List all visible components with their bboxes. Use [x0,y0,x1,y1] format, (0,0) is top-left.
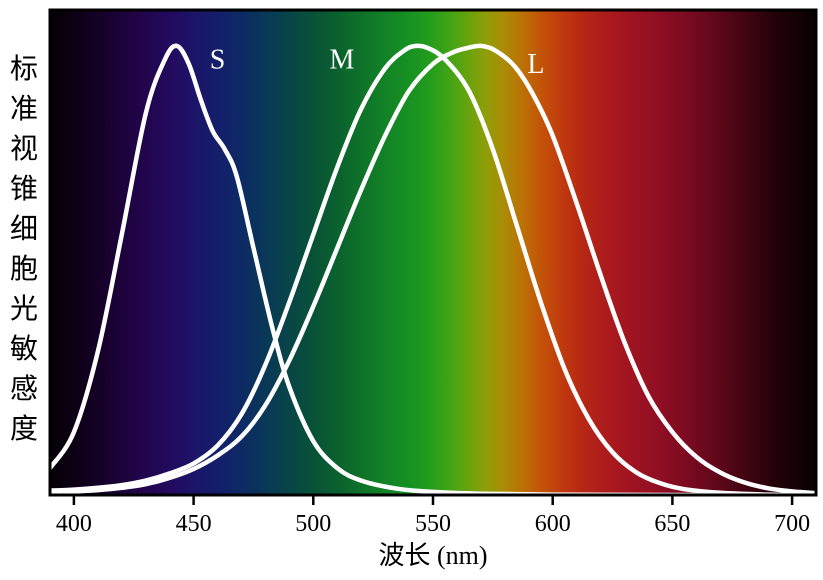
y-axis-label-char: 感 [10,373,38,405]
curve-m-cone [50,43,816,495]
plot-background-spectrum [50,10,816,495]
y-axis-label-char: 敏 [10,333,38,365]
y-axis-label-char: 视 [10,133,38,165]
x-tick-label: 400 [56,511,92,537]
y-axis-label-char: 光 [10,293,38,325]
sensitivity-curves [50,43,816,495]
curve-label-s: S [210,44,226,75]
x-tick-label: 700 [774,511,810,537]
x-tick-label: 500 [295,511,331,537]
y-axis-label-char: 标 [10,53,38,85]
curve-label-m: M [330,44,355,75]
x-axis-ticks: 400 450 500 550 600 650 700 [56,495,810,537]
x-tick-label: 450 [176,511,212,537]
y-axis-label-char: 细 [10,213,38,245]
curve-l-cone [50,43,816,495]
y-axis-label-char: 准 [10,93,38,125]
curve-s-cone [50,43,816,495]
x-tick-label: 600 [535,511,571,537]
y-axis-label-char: 度 [10,413,38,445]
curve-label-l: L [527,49,544,80]
x-tick-label: 550 [415,511,451,537]
y-axis-label-char: 锥 [10,173,38,205]
x-tick-label: 650 [654,511,690,537]
x-axis-title: 波长 (nm) [378,541,487,570]
y-axis-label-char: 胞 [10,253,38,285]
